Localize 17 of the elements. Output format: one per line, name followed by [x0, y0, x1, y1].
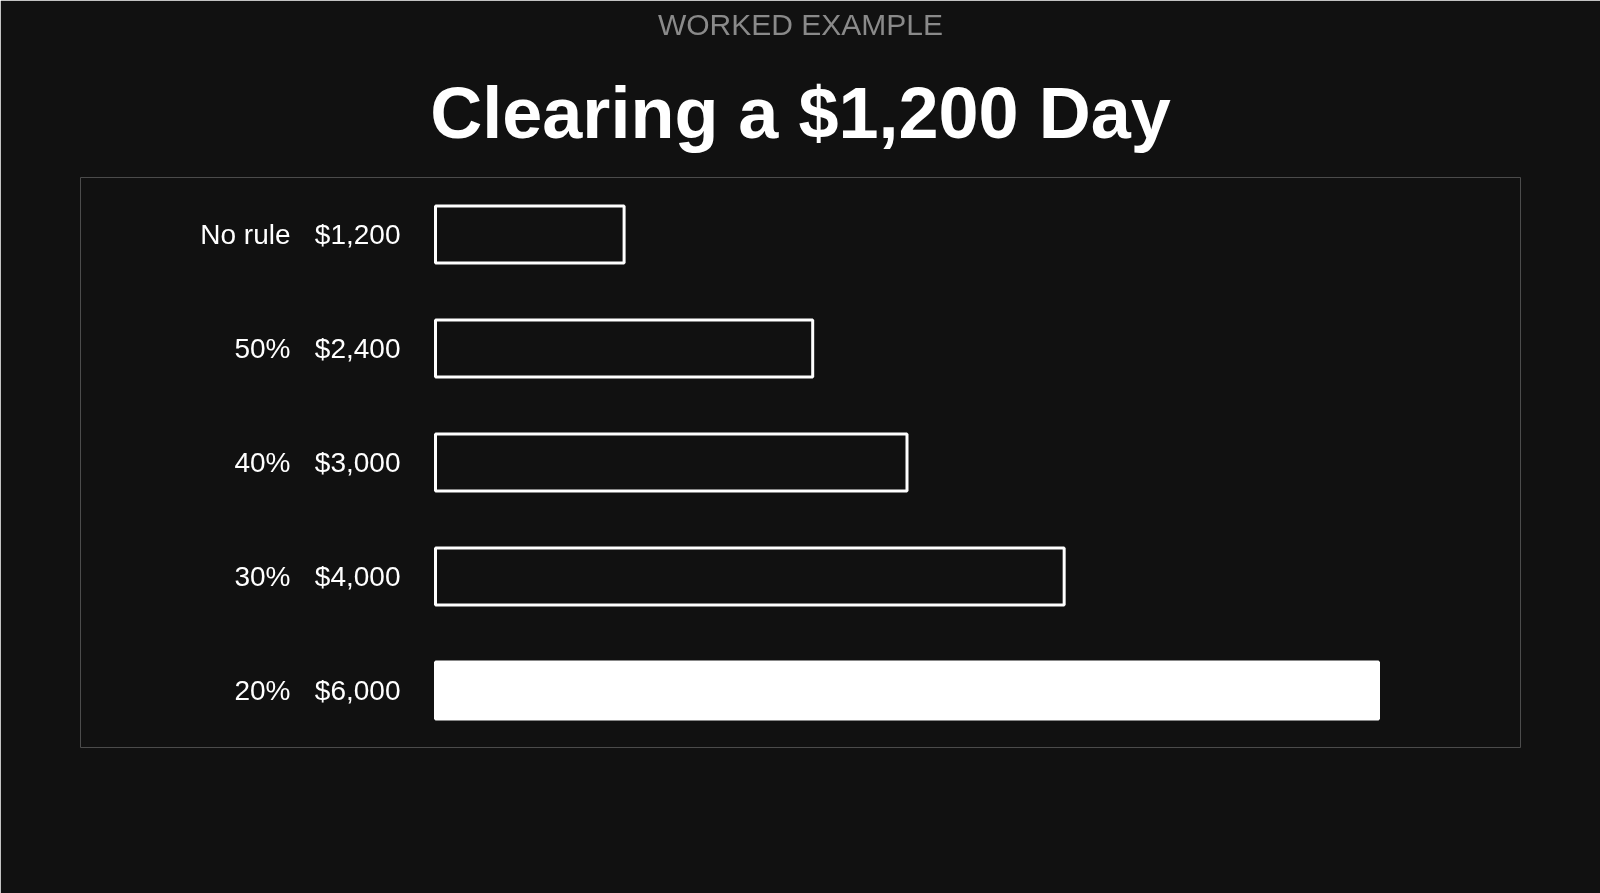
data-label: $3,000 — [314, 447, 401, 478]
y-tick-label: 40% — [234, 447, 291, 478]
bar — [434, 546, 1066, 607]
chart-subtitle: WORKED EXAMPLE — [657, 7, 944, 41]
y-tick-label: 50% — [234, 333, 291, 364]
data-label: $2,400 — [314, 333, 401, 364]
bar — [434, 660, 1380, 721]
data-label: $6,000 — [314, 675, 401, 706]
y-tick-label: No rule — [200, 219, 291, 250]
y-tick-label: 30% — [234, 561, 291, 592]
data-label: $4,000 — [314, 561, 401, 592]
bar — [434, 432, 909, 493]
y-tick-label: 20% — [234, 675, 291, 706]
bar — [434, 204, 626, 265]
data-label: $1,200 — [314, 219, 401, 250]
bar — [434, 318, 815, 379]
chart-title: Clearing a $1,200 Day — [430, 72, 1171, 153]
